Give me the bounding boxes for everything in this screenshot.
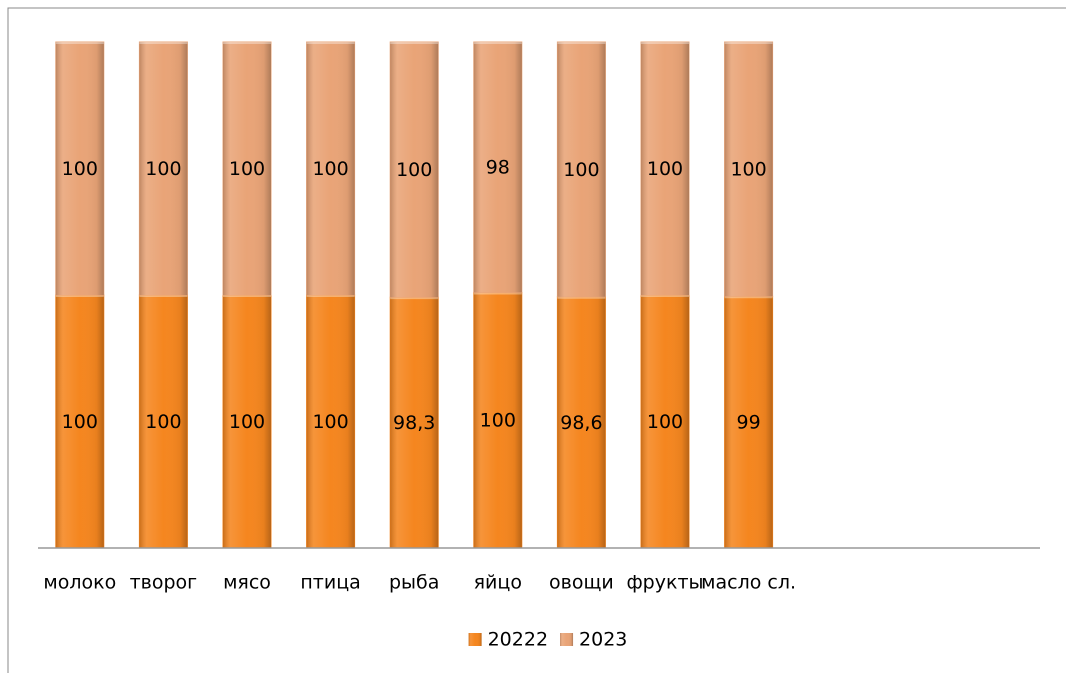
data-label: 100 [312,411,348,433]
legend-label: 2023 [579,629,627,651]
legend-swatch-shade [468,633,482,646]
bar-shade [473,292,522,548]
data-label: 100 [229,158,265,180]
bar-shade [641,42,689,295]
data-label: 99 [737,412,761,434]
data-label: 100 [647,158,683,180]
data-label: 100 [647,411,683,433]
legend-swatch-shade [560,633,574,646]
data-label: 100 [312,158,348,180]
bar-shade [55,42,104,295]
data-label: 100 [62,158,98,180]
bar-shade [55,295,104,548]
x-tick-label: рыба [389,572,439,594]
data-label: 98,6 [560,412,602,434]
bar-shade [557,296,606,548]
x-tick-label: масло сл. [701,572,796,594]
bar-shade [306,295,355,548]
x-tick-label: фрукты [626,572,703,594]
bar-shade [390,42,439,298]
data-label: 100 [480,410,516,432]
bar-shade [724,296,773,548]
bar-shade [139,295,188,548]
bar-shade [557,42,606,297]
data-label: 100 [563,159,599,181]
plot-area: 100 100 молоко 100 100 творог 100 100 мясо 100 100… [43,41,796,651]
x-tick-label: яйцо [474,572,522,594]
bar-shade [306,42,355,295]
data-label: 100 [396,159,432,181]
chart-frame [7,7,1066,673]
data-label: 100 [145,411,181,433]
bar-shade [724,42,773,297]
x-tick-label: молоко [43,572,116,594]
data-label: 100 [730,159,766,181]
data-label: 100 [62,411,98,433]
x-tick-label: мясо [223,572,271,594]
bar-shade [390,297,439,548]
data-label: 100 [229,411,265,433]
bar-shade [223,42,271,295]
x-tick-label: овощи [549,572,614,594]
data-label: 98,3 [393,412,435,434]
data-label: 100 [145,158,181,180]
bar-shade [473,42,522,293]
bar-shade [223,295,271,548]
bar-shade [641,295,689,548]
x-tick-label: птица [300,572,360,594]
x-tick-label: творог [130,572,198,594]
data-label: 98 [486,157,510,179]
bar-shade [139,42,188,295]
legend-label: 20222 [488,629,548,651]
